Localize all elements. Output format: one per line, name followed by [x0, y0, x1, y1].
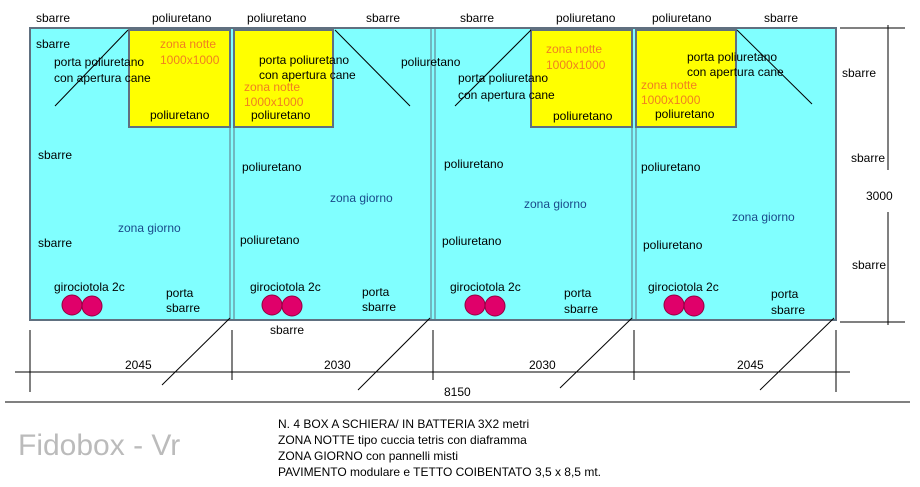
box-label: poliuretano: [150, 108, 210, 122]
dimension-lines: [5, 25, 910, 403]
box-label: poliuretano: [643, 238, 703, 252]
box-label: zona giorno: [524, 197, 587, 211]
box-label: zona notte: [641, 78, 697, 92]
box-label: sbarre: [36, 37, 70, 51]
dimension: 3000: [866, 189, 893, 203]
box-label: zona notte: [160, 37, 216, 51]
box-label: porta poliuretano: [458, 71, 548, 85]
box-label: girociotola 2c: [54, 280, 125, 294]
top-label: sbarre: [764, 11, 798, 25]
dimension: 2045: [737, 358, 764, 372]
box-label: con apertura cane: [458, 88, 555, 102]
dimension: 2030: [529, 358, 556, 372]
bowls: [61, 294, 705, 317]
dimension: 2045: [125, 358, 152, 372]
box-label: porta: [564, 286, 592, 300]
box-label: zona notte: [244, 80, 300, 94]
box-label: sbarre: [166, 301, 200, 315]
box-label: poliuretano: [242, 160, 302, 174]
box-label: porta: [362, 285, 390, 299]
night-zones: [128, 29, 737, 128]
box-label: girociotola 2c: [648, 280, 719, 294]
top-label: poliuretano: [556, 11, 616, 25]
box-label: zona giorno: [118, 221, 181, 235]
box-label: porta poliuretano: [54, 55, 144, 69]
bottom-label: sbarre: [270, 323, 304, 337]
door-lines: [54, 29, 813, 107]
box-label: con apertura cane: [687, 65, 784, 79]
box-label: 1000x1000: [641, 93, 701, 107]
box-label: zona notte: [546, 42, 602, 56]
box-label: 1000x1000: [160, 53, 220, 67]
box-label: zona giorno: [330, 191, 393, 205]
box-label: poliuretano: [444, 157, 504, 171]
top-label: sbarre: [366, 11, 400, 25]
box-label: poliuretano: [442, 234, 502, 248]
box-label: sbarre: [362, 300, 396, 314]
note: ZONA GIORNO con pannelli misti: [278, 449, 458, 463]
box-label: con apertura cane: [259, 68, 356, 82]
side-label: sbarre: [852, 258, 886, 272]
note: PAVIMENTO modulare e TETTO COIBENTATO 3,…: [278, 465, 601, 479]
box-label: poliuretano: [401, 55, 461, 69]
note: N. 4 BOX A SCHIERA/ IN BATTERIA 3X2 metr…: [278, 417, 529, 431]
box-label: 1000x1000: [244, 95, 304, 109]
box-label: sbarre: [771, 303, 805, 317]
top-label: poliuretano: [152, 11, 212, 25]
dimension: 8150: [444, 385, 471, 399]
box-label: porta: [771, 287, 799, 301]
side-label: sbarre: [842, 66, 876, 80]
side-label: sbarre: [851, 151, 885, 165]
box-label: poliuretano: [251, 108, 311, 122]
box-label: zona giorno: [732, 210, 795, 224]
box-label: poliuretano: [641, 160, 701, 174]
box-label: sbarre: [564, 302, 598, 316]
dimension: 2030: [324, 358, 351, 372]
box-label: poliuretano: [655, 107, 715, 121]
note: ZONA NOTTE tipo cuccia tetris con diafra…: [278, 433, 527, 447]
top-label: poliuretano: [652, 11, 712, 25]
box-label: 1000x1000: [546, 58, 606, 72]
box-label: porta poliuretano: [687, 50, 777, 64]
box-label: con apertura cane: [54, 71, 151, 85]
brand: Fidobox - Vr: [18, 429, 180, 462]
box-label: sbarre: [38, 236, 72, 250]
top-label: sbarre: [36, 11, 70, 25]
box-label: poliuretano: [553, 109, 613, 123]
top-label: poliuretano: [247, 11, 307, 25]
box-label: girociotola 2c: [250, 280, 321, 294]
box-label: sbarre: [38, 148, 72, 162]
box-label: girociotola 2c: [450, 280, 521, 294]
box-label: porta: [166, 286, 194, 300]
box-label: porta poliuretano: [259, 53, 349, 67]
box-label: poliuretano: [240, 233, 300, 247]
top-label: sbarre: [460, 11, 494, 25]
